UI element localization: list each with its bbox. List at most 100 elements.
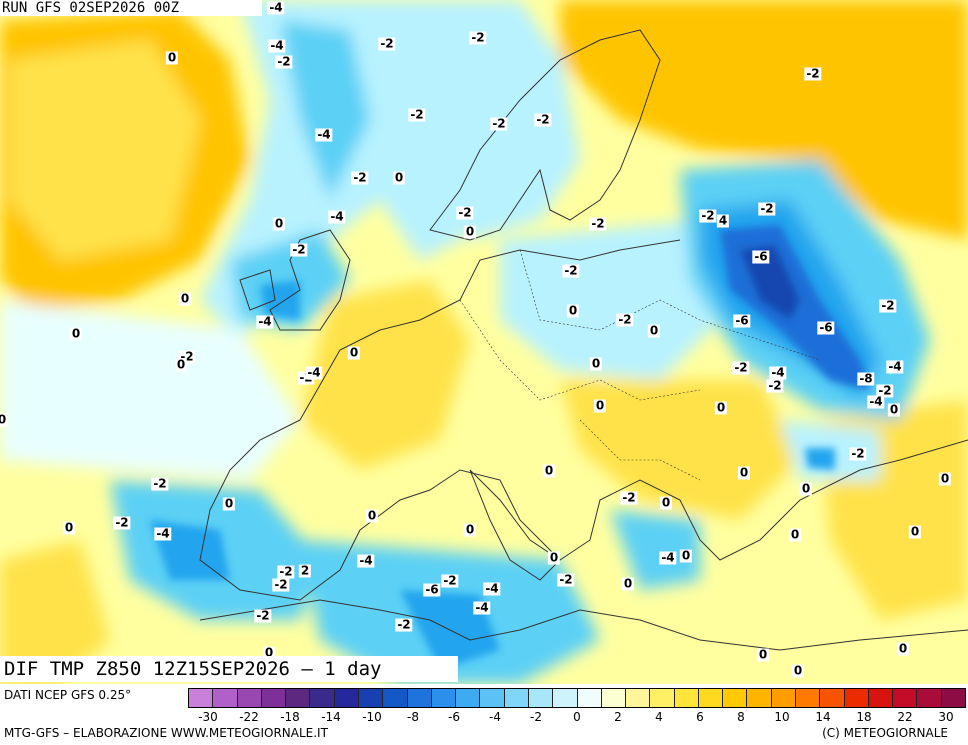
scale-tick-label: -6 <box>448 710 460 724</box>
contour-label: -2 <box>469 30 487 45</box>
scale-tick-label: 0 <box>573 710 581 724</box>
contour-label: -2 <box>408 107 426 122</box>
cool-british-isles <box>230 230 350 330</box>
contour-label: 2 <box>298 563 312 578</box>
scale-swatch <box>796 689 821 707</box>
contour-label: 0 <box>463 224 477 239</box>
contour-label: 0 <box>679 548 693 563</box>
contour-label: 0 <box>392 170 406 185</box>
scale-swatch <box>820 689 845 707</box>
contour-label: 0 <box>788 527 802 542</box>
contour-label: 0 <box>69 326 83 341</box>
contour-label: -4 <box>305 365 323 380</box>
temperature-anomaly-map: -4 0 -4 -2 -2 -2 -2 -2 -2 -2 -4 -2 0 0 -4 -2 0 -2 -2 4 -2 -2-… <box>0 0 968 684</box>
scale-swatch <box>553 689 578 707</box>
warm-russia-area <box>560 0 968 240</box>
contour-label: 0 <box>347 345 361 360</box>
contour-label: -2 <box>395 617 413 632</box>
scale-swatch <box>747 689 772 707</box>
scale-tick-label: 30 <box>938 710 954 724</box>
warm-france-area <box>300 280 470 470</box>
scale-swatch <box>528 689 554 707</box>
contour-label: -6 <box>733 313 751 328</box>
color-scale-ticks: -30 -22 -18 -14 -10 -8 -6 -4 -2 0 2 4 6 8 10 14 18 22 30 <box>188 710 966 726</box>
scale-swatch <box>456 689 481 707</box>
borders-central <box>459 249 821 481</box>
scale-swatch <box>626 689 651 707</box>
cool-scandinavia <box>440 50 580 240</box>
contour-label: -8 <box>857 371 875 386</box>
coastlines <box>199 29 968 651</box>
scale-tick-label: 2 <box>614 710 622 724</box>
scale-tick-label: -4 <box>489 710 501 724</box>
legend-panel: DATI NCEP GFS 0.25° -30 -22 -18 -14 -10 -8 -6-… <box>0 684 968 745</box>
scale-swatch <box>286 689 311 707</box>
contour-label: -2 <box>456 205 474 220</box>
scale-swatch <box>480 689 505 707</box>
scale-swatch <box>698 689 724 707</box>
scale-tick-label: 14 <box>815 710 831 724</box>
scale-tick-label: -2 <box>530 710 542 724</box>
scale-tick-label: -22 <box>239 710 259 724</box>
scale-tick-label: 6 <box>696 710 704 724</box>
contour-label: -2 <box>562 263 580 278</box>
contour-label: 0 <box>791 663 805 678</box>
country-borders <box>459 249 821 481</box>
contour-label: 0 <box>659 495 673 510</box>
contour-label: -2 <box>490 116 508 131</box>
contour-label: 0 <box>222 496 236 511</box>
contour-label: -2 <box>277 564 295 579</box>
contour-label: -2 <box>534 112 552 127</box>
contour-label: 0 <box>566 303 580 318</box>
scale-swatch <box>771 689 797 707</box>
contour-label: 0 <box>178 291 192 306</box>
contour-label: 0 <box>756 647 770 662</box>
cold-black-sea-core <box>805 448 835 470</box>
scale-swatch <box>577 689 602 707</box>
contour-label: -2 <box>441 573 459 588</box>
contour-label: 0 <box>938 471 952 486</box>
scale-swatch <box>431 689 457 707</box>
coast-north-africa <box>199 599 968 651</box>
contour-label: -2 <box>849 446 867 461</box>
warm-atlantic-core <box>10 40 200 260</box>
scale-tick-label: 22 <box>897 710 913 724</box>
coast-british-isles <box>239 229 351 331</box>
scale-tick-label: -18 <box>280 710 300 724</box>
contour-label: -2 <box>804 66 822 81</box>
coast-italy <box>469 469 561 581</box>
contour-label: -4 <box>256 314 274 329</box>
contour-label: -2 <box>113 515 131 530</box>
contour-label: 0 <box>165 50 179 65</box>
contour-label: 0 <box>547 550 561 565</box>
contour-label: -4 <box>769 365 787 380</box>
contour-label: -2 <box>557 572 575 587</box>
contour-label: -2 <box>879 298 897 313</box>
contour-label: -4 <box>357 553 375 568</box>
contour-label: -6 <box>752 249 770 264</box>
contour-label: -2 <box>290 242 308 257</box>
coast-scandinavia <box>429 29 661 241</box>
contour-label: -2 <box>616 312 634 327</box>
credit-left: MTG-GFS – ELABORAZIONE WWW.METEOGIORNALE… <box>4 726 328 740</box>
coast-continent <box>199 239 968 601</box>
contour-label: -2 <box>378 36 396 51</box>
contour-label: -2 <box>351 170 369 185</box>
scale-swatch <box>358 689 384 707</box>
contour-label: 0 <box>887 402 901 417</box>
scale-swatch <box>504 689 529 707</box>
scale-swatch <box>261 689 287 707</box>
contour-label: 0 <box>365 508 379 523</box>
contour-label: -2 <box>151 476 169 491</box>
contour-label: -4 <box>268 38 286 53</box>
credit-right: (C) METEOGIORNALE <box>822 726 948 740</box>
contour-label: 0 <box>621 576 635 591</box>
scale-swatch <box>383 689 408 707</box>
contour-label: -6 <box>817 320 835 335</box>
warm-southwest-area <box>0 540 110 684</box>
contour-label: -2 <box>876 383 894 398</box>
contour-label: -2 <box>620 490 638 505</box>
contour-label: 0 <box>593 398 607 413</box>
contour-label: -2 <box>758 201 776 216</box>
scale-swatch <box>844 689 869 707</box>
